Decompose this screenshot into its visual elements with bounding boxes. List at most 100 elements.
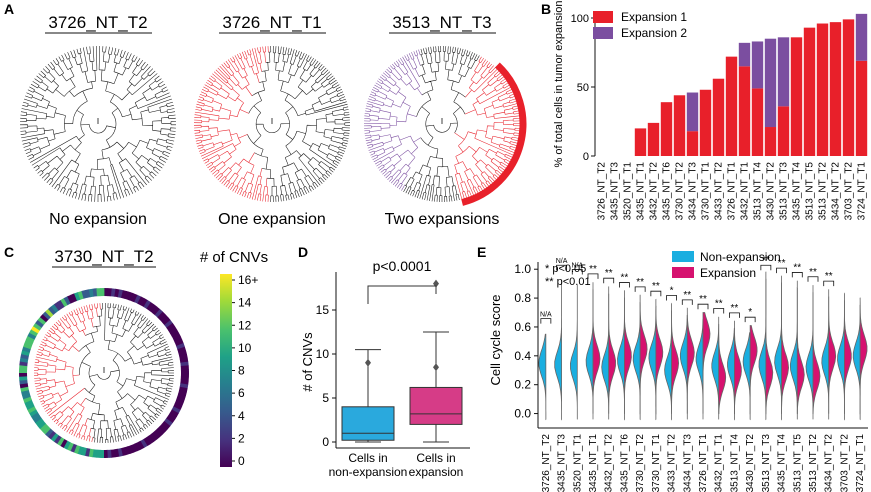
violin-nonexpansion [617,297,625,421]
violin-nonexpansion [837,300,845,421]
violin-plot: 0.0 0.2 0.4 0.6 0.8 1.0 Cell cycle score N/A 372… [488,250,868,492]
significance-bracket [776,267,787,274]
cnv-ring-segment [177,346,187,353]
x-tick-label: 3435_NT_T6 [662,162,673,221]
significance-label: ** [809,267,817,278]
violin-nonexpansion [585,289,594,420]
violin-expansion [796,280,805,415]
significance-bracket [650,290,662,297]
bar-expansion2 [738,42,751,67]
cnv-ring-segment [124,291,131,300]
bar-expansion1 [842,19,855,156]
legend-label: Expansion 2 [621,26,687,40]
cnv-ring-segment [60,297,68,307]
cnv-ring-segment [74,292,81,301]
cnv-ring-segment [140,439,148,449]
panel-c: C 3730_NT_T2 # of CNVs 16+ 14 12 10 8 6 4 2 0 [4,244,268,468]
cnv-ring-segment [44,428,54,438]
x-tick-label: non-expansion [329,465,408,479]
colorbar: 16+ 14 12 10 8 6 4 2 0 [220,273,258,468]
x-tick-label: 3434_NT_T2 [824,434,835,492]
cnv-tree-graphic [19,288,189,458]
cnv-ring-segment [178,350,187,357]
tree-1-caption: No expansion [49,211,147,228]
cnv-ring-segment [42,425,51,435]
cnv-ring-segment [121,290,127,299]
tree-branches [19,45,177,202]
x-tick-label: 3430_NT_T2 [766,162,777,221]
y-axis-label: % of total cells in tumor expansion [553,1,565,168]
cnv-ring-segment [48,306,57,316]
bar-expansion1 [855,60,868,156]
significance-bracket [823,280,835,287]
tree-3-caption: Two expansions [385,211,500,228]
x-tick-label: 3433_NT_T2 [667,434,678,492]
x-tick-label: 3730_NT_T2 [635,434,646,492]
y-tick-label: 5 [322,391,329,405]
panel-b: B 0 50 100 % of total cells in tumor expans… [541,1,868,221]
x-tick-label: 3432_NT_T2 [604,434,615,492]
cnv-ring-segment [54,301,62,311]
significance-bracket [666,295,677,301]
significance-bracket [556,264,567,271]
cnv-ring-segment [19,382,29,389]
significance-bracket [681,299,693,305]
violin-nonexpansion [742,332,751,421]
cnv-ring-segment [39,313,49,323]
cnv-ring-segment [19,357,29,363]
violin-nonexpansion [538,333,547,421]
cnv-ring-segment [70,443,77,453]
cnv-ring-segment [92,449,98,458]
violin-expansion [812,285,821,415]
colorbar-tick-label: 0 [238,454,245,468]
x-tick-label: 3730_NT_T1 [701,162,712,221]
cnv-ring-segment [133,442,141,452]
cnv-ring-segment [171,406,181,414]
cnv-ring-segment [154,308,164,318]
bar-expansion2 [751,41,764,89]
tree-branches [193,46,269,202]
cnv-ring-segment [166,323,176,331]
tree-branches [247,45,351,203]
tree-2-caption: One expansion [218,211,326,228]
significance-bracket [760,264,772,271]
y-axis-label: # of CNVs [300,332,315,392]
bar-expansion1 [634,128,647,156]
cnv-ring-segment [113,448,120,458]
tree-1-graphic [19,45,177,202]
colorbar-tick-label: 8 [238,364,245,378]
significance-bracket [571,269,583,275]
box [341,406,395,441]
bar-expansion1 [816,23,829,156]
x-tick-label: 3435_NT_T1 [636,162,647,221]
x-tick-label: 3430_NT_T2 [745,434,756,492]
cnv-ring-segment [177,393,186,400]
tree-3-graphic [363,45,527,206]
bar-expansion1 [790,37,803,156]
significance-label: ** [605,268,613,279]
significance-label: ** [715,299,723,310]
cnv-ring-segment [88,448,94,458]
tree-1-title: 3726_NT_T2 [48,13,147,32]
x-tick-label: 3726_NT_T1 [698,434,709,492]
legend-swatch [672,251,694,262]
cnv-ring-segment [77,446,84,455]
cnv-ring-segment [179,357,189,364]
colorbar-bar [220,274,232,467]
x-tick-label: 3513_NT_T4 [753,162,764,221]
cnv-ring-segment [178,390,187,396]
x-tick-label: 3520_NT_T1 [623,162,634,221]
cnv-ring-segment [179,383,189,389]
colorbar-tick-label: 14 [238,296,252,310]
cnv-ring-segment [24,339,34,346]
cnv-ring-segment [149,304,158,314]
y-axis-label: Cell cycle score [488,294,503,385]
x-tick-label: expansion [409,465,464,479]
cnv-ring-segment [67,294,75,304]
cnv-ring-segment [134,294,142,304]
bar-expansion1 [725,56,738,156]
bar-expansion2 [777,37,790,107]
violin-nonexpansion [664,310,672,421]
